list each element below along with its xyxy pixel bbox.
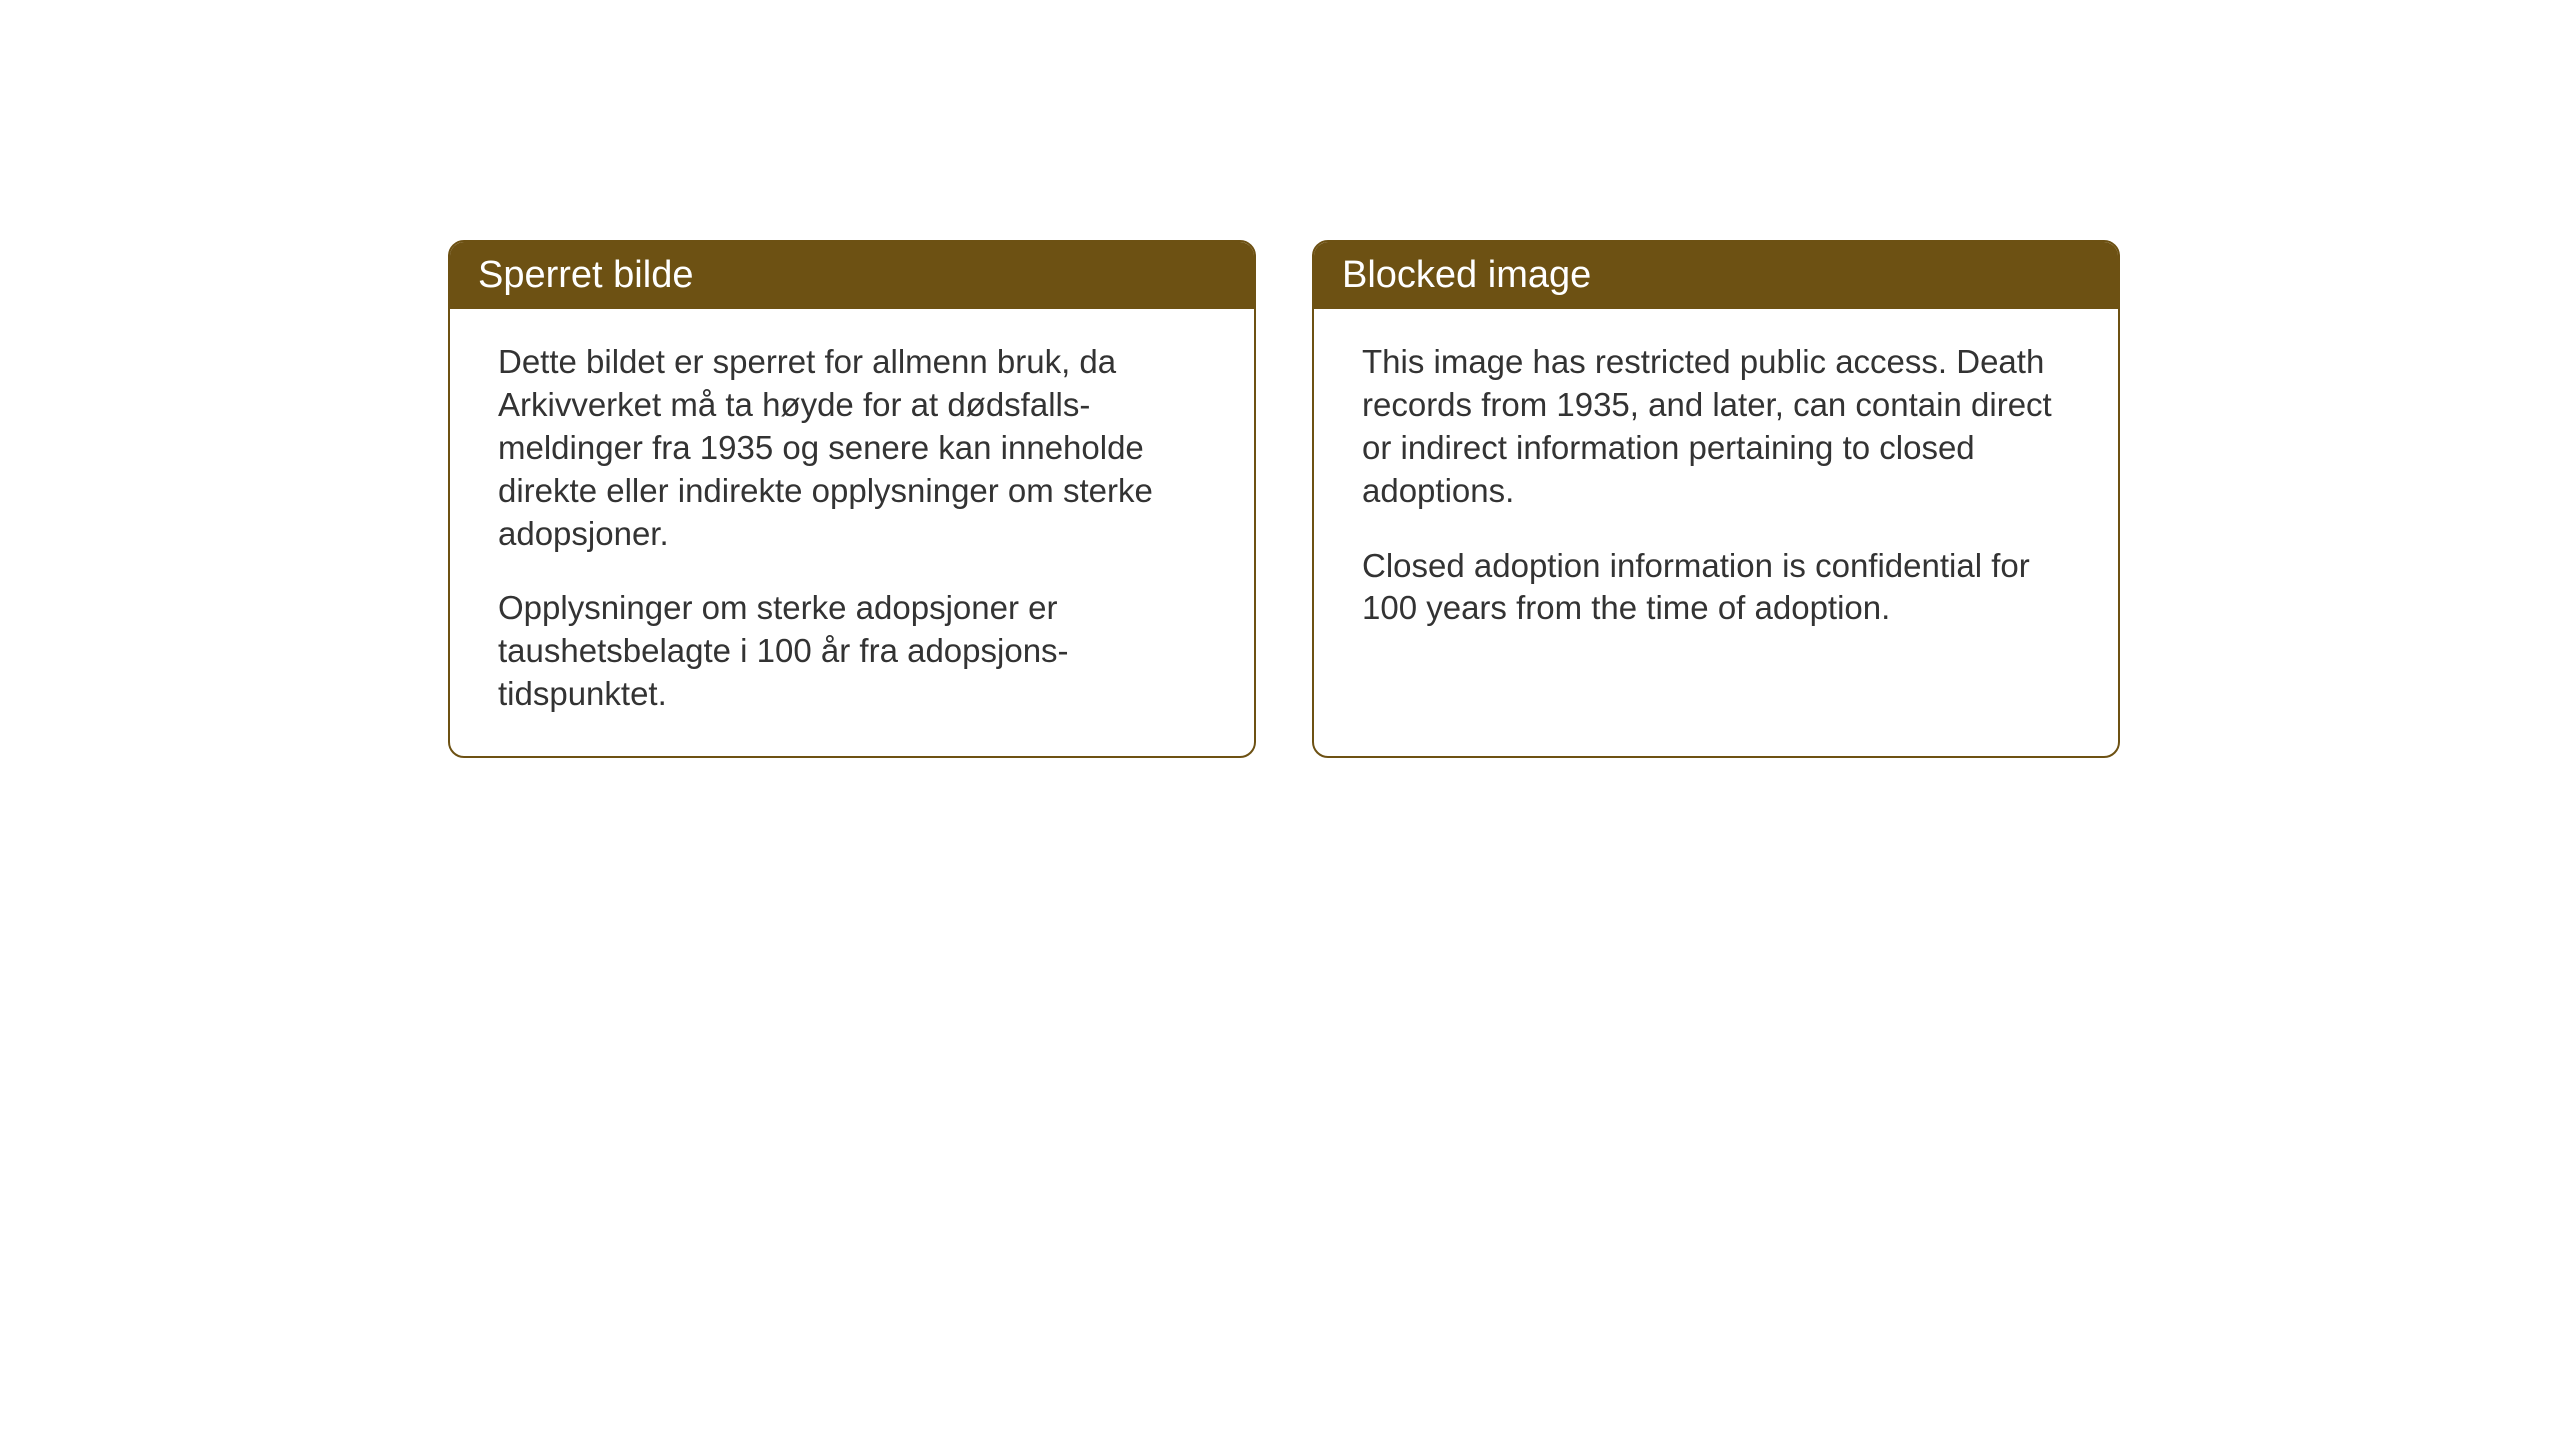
notice-paragraph-norwegian-2: Opplysninger om sterke adopsjoner er tau… <box>498 587 1206 716</box>
notice-paragraph-english-2: Closed adoption information is confident… <box>1362 545 2070 631</box>
notice-body-norwegian: Dette bildet er sperret for allmenn bruk… <box>450 309 1254 756</box>
notice-title-norwegian: Sperret bilde <box>478 254 693 296</box>
notice-title-english: Blocked image <box>1342 254 1591 296</box>
notice-paragraph-norwegian-1: Dette bildet er sperret for allmenn bruk… <box>498 341 1206 555</box>
notice-header-norwegian: Sperret bilde <box>450 242 1254 309</box>
notice-box-english: Blocked image This image has restricted … <box>1312 240 2120 758</box>
notice-body-english: This image has restricted public access.… <box>1314 309 2118 749</box>
notice-box-norwegian: Sperret bilde Dette bildet er sperret fo… <box>448 240 1256 758</box>
notice-header-english: Blocked image <box>1314 242 2118 309</box>
notices-container: Sperret bilde Dette bildet er sperret fo… <box>448 240 2120 758</box>
notice-paragraph-english-1: This image has restricted public access.… <box>1362 341 2070 513</box>
